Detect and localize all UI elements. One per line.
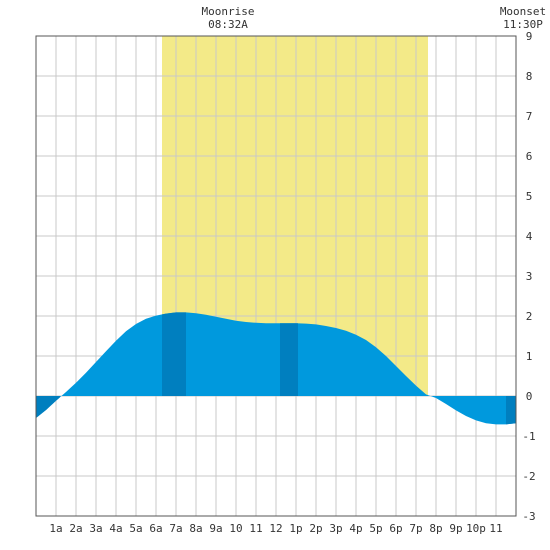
x-tick-label: 6p <box>389 522 402 535</box>
moonset-time: 11:30P <box>503 18 543 31</box>
y-tick-label: -3 <box>522 510 535 523</box>
y-tick-label: 5 <box>526 190 533 203</box>
x-tick-label: 3a <box>89 522 102 535</box>
x-tick-label: 9a <box>209 522 222 535</box>
tide-dark-band <box>162 312 186 396</box>
x-tick-label: 4a <box>109 522 122 535</box>
x-tick-label: 7a <box>169 522 182 535</box>
x-tick-label: 11 <box>489 522 502 535</box>
y-tick-label: 9 <box>526 30 533 43</box>
x-tick-label: 6a <box>149 522 162 535</box>
x-tick-label: 3p <box>329 522 342 535</box>
x-tick-label: 7p <box>409 522 422 535</box>
grid-layer <box>36 36 516 516</box>
moonrise-label: Moonrise <box>202 5 255 18</box>
y-tick-label: -2 <box>522 470 535 483</box>
y-tick-label: -1 <box>522 430 535 443</box>
x-tick-label: 2p <box>309 522 322 535</box>
y-tick-label: 6 <box>526 150 533 163</box>
y-tick-label: 4 <box>526 230 533 243</box>
x-tick-label: 5p <box>369 522 382 535</box>
y-tick-label: 7 <box>526 110 533 123</box>
x-tick-label: 8p <box>429 522 442 535</box>
tide-dark-band <box>506 396 516 425</box>
y-tick-label: 1 <box>526 350 533 363</box>
x-tick-label: 8a <box>189 522 202 535</box>
moonset-label: Moonset <box>500 5 546 18</box>
moonrise-time: 08:32A <box>208 18 248 31</box>
x-tick-label: 11 <box>249 522 262 535</box>
x-tick-label: 2a <box>69 522 82 535</box>
tide-area <box>36 312 516 425</box>
x-tick-labels: 1a 2a 3a 4a 5a 6a 7a 8a 9a 10 11 12 1p 2p 3p 4p 5p 6p 7p 8p… <box>49 522 502 535</box>
x-tick-label: 10p <box>466 522 486 535</box>
y-tick-label: 2 <box>526 310 533 323</box>
x-tick-label: 9p <box>449 522 462 535</box>
y-tick-label: 8 <box>526 70 533 83</box>
x-tick-label: 10 <box>229 522 242 535</box>
plot-border <box>35 35 517 517</box>
y-tick-labels: -3 -2 -1 0 1 2 3 4 5 6 7 8 9 <box>522 30 535 523</box>
x-tick-label: 12 <box>269 522 282 535</box>
tide-dark-band <box>36 396 60 418</box>
y-tick-label: 0 <box>526 390 533 403</box>
x-tick-label: 5a <box>129 522 142 535</box>
x-tick-label: 1p <box>289 522 302 535</box>
tide-area-layer <box>36 312 516 425</box>
tide-dark-band <box>280 323 298 396</box>
x-tick-label: 4p <box>349 522 362 535</box>
y-tick-label: 3 <box>526 270 533 283</box>
x-tick-label: 1a <box>49 522 62 535</box>
